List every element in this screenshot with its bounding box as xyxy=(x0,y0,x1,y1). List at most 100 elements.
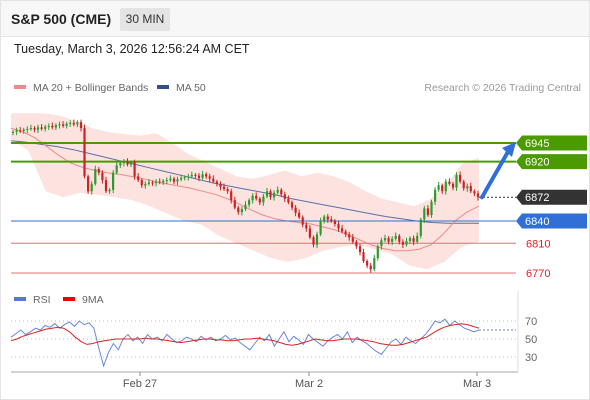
candle-body-61 xyxy=(230,191,233,201)
candle-body-102 xyxy=(376,246,379,259)
candle-body-128 xyxy=(469,186,472,192)
candle-body-66 xyxy=(248,200,251,205)
candle-body-20 xyxy=(83,128,86,177)
candle-body-126 xyxy=(462,181,465,189)
x-axis: Feb 27 Mar 2 Mar 3 xyxy=(11,291,519,390)
candle-body-12 xyxy=(54,125,57,128)
rsi-legend-label-0: RSI xyxy=(33,294,51,306)
candle-body-71 xyxy=(265,191,269,197)
candle-body-88 xyxy=(326,216,329,220)
candle-body-37 xyxy=(144,183,147,186)
candle-body-51 xyxy=(194,174,197,176)
candle-body-69 xyxy=(258,198,261,203)
candle-body-130 xyxy=(476,193,480,198)
candle-body-46 xyxy=(176,179,179,182)
candle-body-72 xyxy=(269,191,272,198)
candle-body-52 xyxy=(197,175,201,178)
candle-body-127 xyxy=(466,186,469,189)
candle-body-86 xyxy=(319,221,322,235)
candle-body-94 xyxy=(348,234,351,238)
candle-body-0 xyxy=(11,131,15,133)
candle-body-107 xyxy=(394,235,397,239)
rsi-legend-swatch-1 xyxy=(63,297,75,301)
candle-body-21 xyxy=(87,176,90,192)
x-tick-label-0: Feb 27 xyxy=(123,378,157,390)
candle-body-25 xyxy=(101,172,104,181)
candle-body-113 xyxy=(416,235,419,242)
candle-body-122 xyxy=(448,181,451,184)
rsi-tick-1: 50 xyxy=(525,334,537,346)
level-label-6945: 6945 xyxy=(525,138,549,150)
candle-body-15 xyxy=(65,123,68,126)
price-legend: MA 20 + Bollinger Bands MA 50 xyxy=(14,82,206,94)
candle-body-121 xyxy=(444,181,447,192)
candle-body-13 xyxy=(58,124,61,126)
level-label-6810: 6810 xyxy=(526,238,550,250)
candle-body-70 xyxy=(262,196,265,203)
candle-body-76 xyxy=(283,194,286,199)
candle-body-17 xyxy=(72,122,75,125)
candle-body-101 xyxy=(373,258,376,270)
candle-body-82 xyxy=(305,224,308,229)
x-tick-label-2: Mar 3 xyxy=(463,378,491,390)
candle-body-4 xyxy=(26,128,29,130)
candle-body-63 xyxy=(237,207,240,213)
legend-swatch-1 xyxy=(157,85,169,89)
candle-body-22 xyxy=(90,183,93,192)
candle-body-30 xyxy=(119,163,122,166)
timeframe-button[interactable]: 30 MIN xyxy=(120,8,170,31)
candle-body-47 xyxy=(180,177,183,180)
candle-body-56 xyxy=(212,178,215,182)
candle-body-40 xyxy=(155,181,158,184)
candle-body-1 xyxy=(15,130,18,132)
candle-body-6 xyxy=(33,128,36,130)
candle-body-67 xyxy=(251,195,254,201)
candle-body-87 xyxy=(323,216,326,221)
legend-label-1: MA 50 xyxy=(176,82,206,94)
candle-body-84 xyxy=(312,237,315,245)
candle-body-18 xyxy=(76,122,79,125)
candle-body-98 xyxy=(362,252,365,262)
candle-body-24 xyxy=(97,169,100,173)
level-label-6872: 6872 xyxy=(525,192,549,204)
chart-header: S&P 500 (CME) 30 MIN xyxy=(1,1,589,37)
bollinger-band xyxy=(11,113,479,270)
symbol-title: S&P 500 (CME) xyxy=(11,11,112,27)
candle-body-117 xyxy=(430,201,433,216)
rsi-legend-label-1: 9MA xyxy=(82,294,104,306)
level-tag-6840 xyxy=(516,213,587,229)
copyright-label: Research © 2026 Trading Central xyxy=(424,82,581,94)
candle-body-44 xyxy=(169,178,172,181)
candle-body-125 xyxy=(459,174,462,182)
legend-label-0: MA 20 + Bollinger Bands xyxy=(33,82,148,94)
ma50-line xyxy=(10,140,479,224)
candle-body-26 xyxy=(104,180,108,192)
candle-body-96 xyxy=(355,241,358,247)
candle-body-83 xyxy=(308,228,311,238)
candle-body-58 xyxy=(219,183,222,187)
candle-body-112 xyxy=(412,238,415,242)
candle-body-106 xyxy=(391,238,394,242)
candle-body-31 xyxy=(122,161,125,164)
candle-body-36 xyxy=(140,180,143,186)
level-label-6770: 6770 xyxy=(526,268,550,280)
candle-body-64 xyxy=(240,209,243,213)
candle-body-97 xyxy=(358,246,362,253)
candle-body-53 xyxy=(201,174,204,178)
candle-body-34 xyxy=(133,162,136,177)
candle-body-74 xyxy=(276,189,279,193)
candle-body-32 xyxy=(126,161,129,165)
candle-body-116 xyxy=(426,208,429,216)
rsi-tick-0: 70 xyxy=(525,316,537,328)
candle-body-45 xyxy=(172,178,176,182)
candle-body-42 xyxy=(162,180,165,183)
candle-body-77 xyxy=(287,198,290,203)
chart-datetime: Tuesday, March 3, 2026 12:56:24 AM CET xyxy=(14,42,250,56)
candle-body-29 xyxy=(115,165,118,173)
projection-arrow-head xyxy=(502,142,516,157)
candle-body-38 xyxy=(147,182,150,184)
candle-body-80 xyxy=(298,212,301,218)
level-tag-6872 xyxy=(516,189,587,205)
